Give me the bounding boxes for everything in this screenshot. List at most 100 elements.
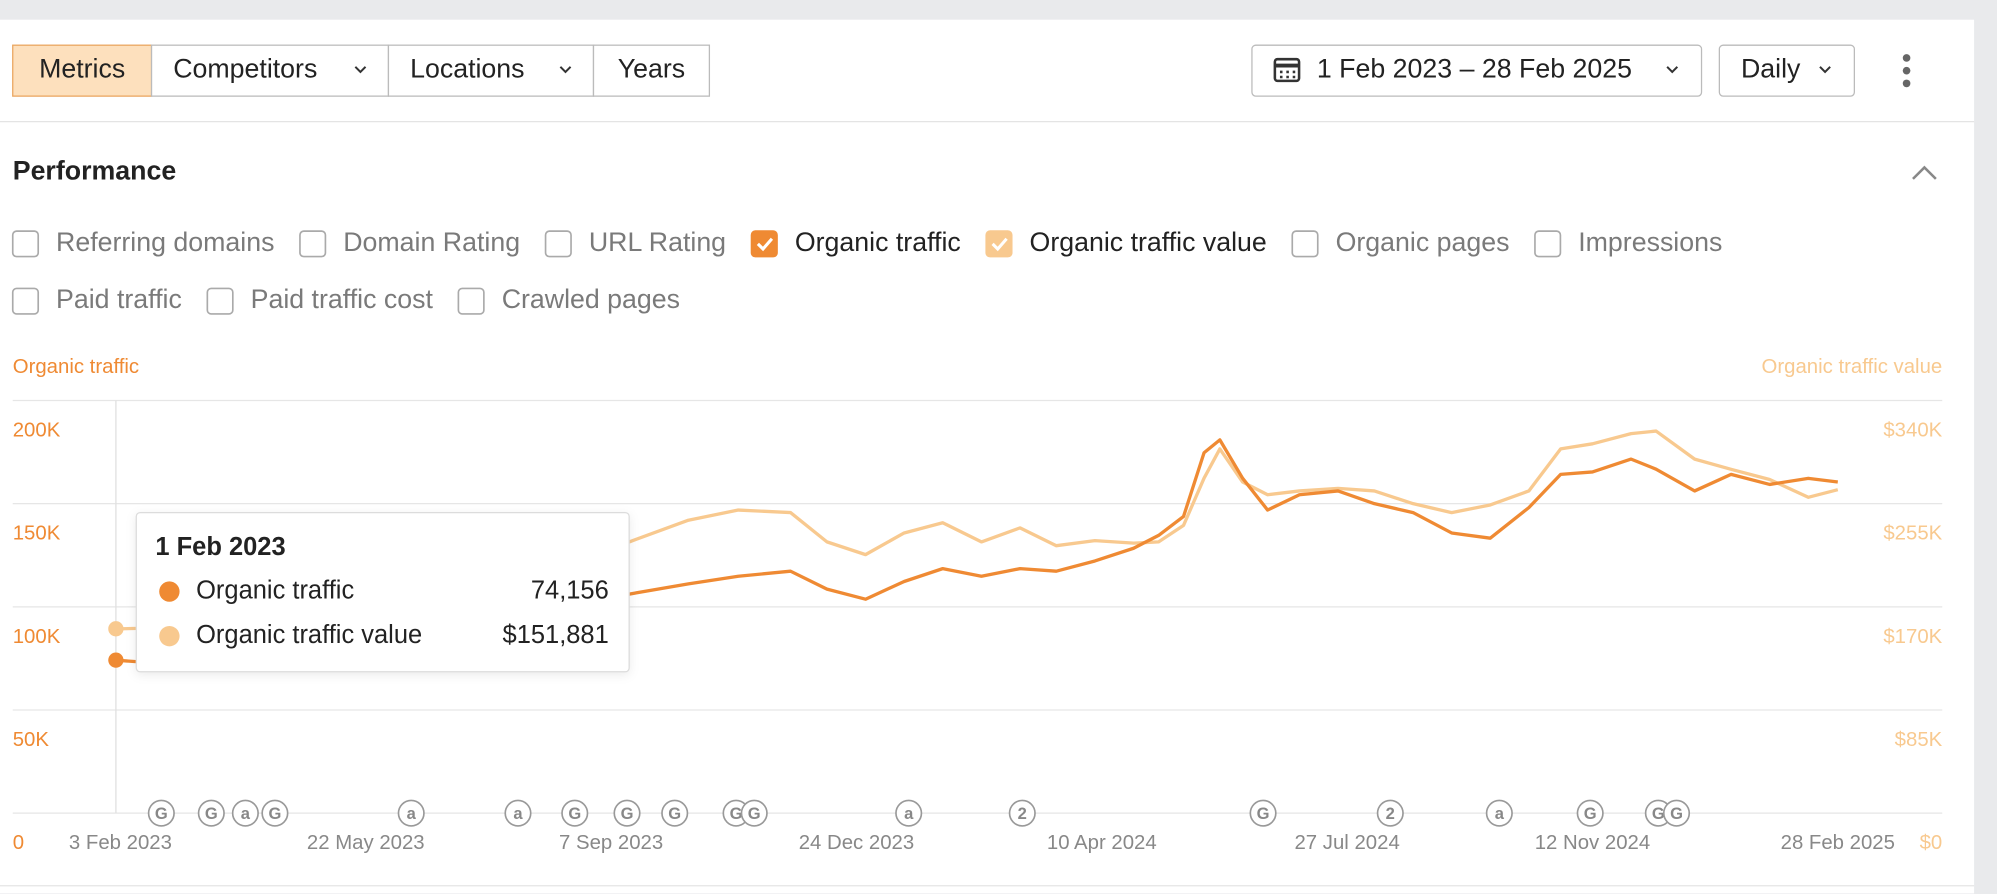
interval: Daily bbox=[1741, 54, 1801, 84]
event-label: G bbox=[1584, 804, 1597, 823]
event-marker[interactable]: G bbox=[147, 799, 175, 827]
checkbox bbox=[985, 230, 1013, 258]
x-tick-label: 24 Dec 2023 bbox=[799, 832, 914, 854]
more-menu[interactable] bbox=[1902, 54, 1911, 88]
event-circle bbox=[147, 799, 175, 827]
y-tick-label: 100K bbox=[13, 626, 61, 648]
event-marker[interactable]: G bbox=[1662, 799, 1691, 827]
checkbox bbox=[11, 230, 40, 258]
event-circle bbox=[613, 799, 641, 827]
tab[interactable]: Metrics bbox=[12, 44, 153, 97]
checkbox-label: Paid traffic bbox=[56, 284, 182, 314]
y2-tick-label: $170K bbox=[1883, 626, 1942, 648]
event-circle bbox=[397, 799, 425, 827]
y-axis-title: Organic traffic bbox=[13, 356, 139, 378]
event-marker[interactable]: G bbox=[1249, 799, 1277, 827]
metric-checkbox[interactable]: Organic pages bbox=[1291, 227, 1509, 258]
x-tick-label: 12 Nov 2024 bbox=[1535, 832, 1650, 854]
event-circle bbox=[1662, 799, 1691, 827]
date-range: 1 Feb 2023 – 28 Feb 2025 bbox=[1317, 54, 1632, 84]
x-tick-label: 10 Apr 2024 bbox=[1047, 832, 1157, 854]
tooltip-title: 1 Feb 2023 bbox=[155, 533, 285, 561]
event-marker[interactable]: 2 bbox=[1376, 799, 1404, 827]
metric-checkbox[interactable]: Organic traffic value bbox=[985, 227, 1267, 258]
checkbox-label: Crawled pages bbox=[502, 284, 680, 314]
tab-bg bbox=[592, 44, 711, 97]
event-marker[interactable]: G bbox=[661, 799, 689, 827]
metric-checkbox[interactable]: Organic traffic bbox=[750, 227, 961, 258]
event-label: G bbox=[748, 804, 761, 823]
y2-tick-label: $0 bbox=[1920, 832, 1943, 854]
collapse-icon[interactable] bbox=[1912, 165, 1937, 180]
checkbox-label: Impressions bbox=[1578, 227, 1722, 257]
metric-checkbox[interactable]: Crawled pages bbox=[457, 284, 680, 315]
event-marker[interactable]: G bbox=[261, 799, 289, 827]
x-tick-label: 27 Jul 2024 bbox=[1294, 832, 1399, 854]
checkbox bbox=[544, 230, 572, 258]
metric-checkbox[interactable]: Domain Rating bbox=[299, 227, 520, 258]
checkbox bbox=[1291, 230, 1319, 258]
metric-checkbox[interactable]: Paid traffic cost bbox=[206, 284, 433, 315]
checkbox-label: Referring domains bbox=[56, 227, 274, 257]
event-label: a bbox=[241, 804, 251, 823]
event-label: a bbox=[904, 804, 914, 823]
y-tick-label: 50K bbox=[13, 729, 50, 751]
event-label: G bbox=[155, 804, 168, 823]
y-tick-label: 0 bbox=[13, 832, 24, 854]
y-tick-label: 150K bbox=[13, 523, 61, 545]
event-label: 2 bbox=[1386, 804, 1395, 823]
check bbox=[991, 237, 1008, 252]
event-circle bbox=[261, 799, 289, 827]
tab-label: Locations bbox=[410, 54, 524, 84]
interval-button[interactable]: Daily bbox=[1718, 44, 1855, 97]
event-label: G bbox=[1257, 804, 1270, 823]
event-marker[interactable]: a bbox=[504, 799, 532, 827]
tooltip-dot bbox=[159, 581, 180, 602]
event-marker[interactable]: G bbox=[613, 799, 641, 827]
x-tick-label: 22 May 2023 bbox=[307, 832, 425, 854]
metric-checkbox[interactable]: Referring domains bbox=[11, 227, 275, 258]
y2-tick-label: $340K bbox=[1883, 419, 1942, 441]
x-tick-label: 3 Feb 2023 bbox=[69, 832, 172, 854]
tab[interactable]: Competitors bbox=[150, 44, 390, 97]
event-marker[interactable]: G bbox=[197, 799, 225, 827]
metric-checkbox[interactable]: Paid traffic bbox=[11, 284, 182, 315]
metric-checkbox[interactable]: URL Rating bbox=[544, 227, 727, 258]
event-marker[interactable]: G bbox=[740, 799, 768, 827]
y2-tick-label: $85K bbox=[1895, 729, 1943, 751]
y2-tick-label: $255K bbox=[1883, 523, 1942, 545]
tooltip-value: $151,881 bbox=[503, 621, 609, 649]
event-label: G bbox=[1652, 804, 1665, 823]
event-circle bbox=[661, 799, 689, 827]
tab-label: Metrics bbox=[39, 54, 125, 84]
x-tick-label: 28 Feb 2025 bbox=[1781, 832, 1895, 854]
event-marker[interactable]: a bbox=[1485, 799, 1513, 827]
check bbox=[756, 237, 774, 252]
event-marker[interactable]: G bbox=[1576, 799, 1604, 827]
checkbox bbox=[750, 230, 778, 258]
event-label: G bbox=[205, 804, 218, 823]
date-button[interactable]: 1 Feb 2023 – 28 Feb 2025 bbox=[1251, 44, 1703, 97]
event-marker[interactable]: a bbox=[895, 799, 923, 827]
tooltip-name: Organic traffic value bbox=[196, 621, 422, 649]
event-label: G bbox=[621, 804, 634, 823]
metric-checkbox[interactable]: Impressions bbox=[1534, 227, 1722, 258]
tab-bg bbox=[12, 44, 153, 97]
event-marker[interactable]: 2 bbox=[1008, 799, 1036, 827]
event-marker[interactable]: a bbox=[231, 799, 259, 827]
event-label: a bbox=[407, 804, 417, 823]
x-tick-label: 7 Sep 2023 bbox=[559, 832, 663, 854]
checkbox-label: Organic traffic bbox=[795, 227, 961, 257]
event-circle bbox=[1376, 799, 1404, 827]
event-marker[interactable]: G bbox=[561, 799, 589, 827]
hover-point bbox=[108, 652, 124, 668]
event-circle bbox=[1249, 799, 1277, 827]
event-circle bbox=[895, 799, 923, 827]
checkbox bbox=[11, 287, 40, 315]
y-tick-label: 200K bbox=[13, 419, 61, 441]
tooltip-dot bbox=[159, 625, 180, 647]
event-label: a bbox=[1495, 804, 1505, 823]
tab[interactable]: Years bbox=[592, 44, 711, 97]
event-marker[interactable]: a bbox=[397, 799, 425, 827]
tab[interactable]: Locations bbox=[387, 44, 595, 97]
